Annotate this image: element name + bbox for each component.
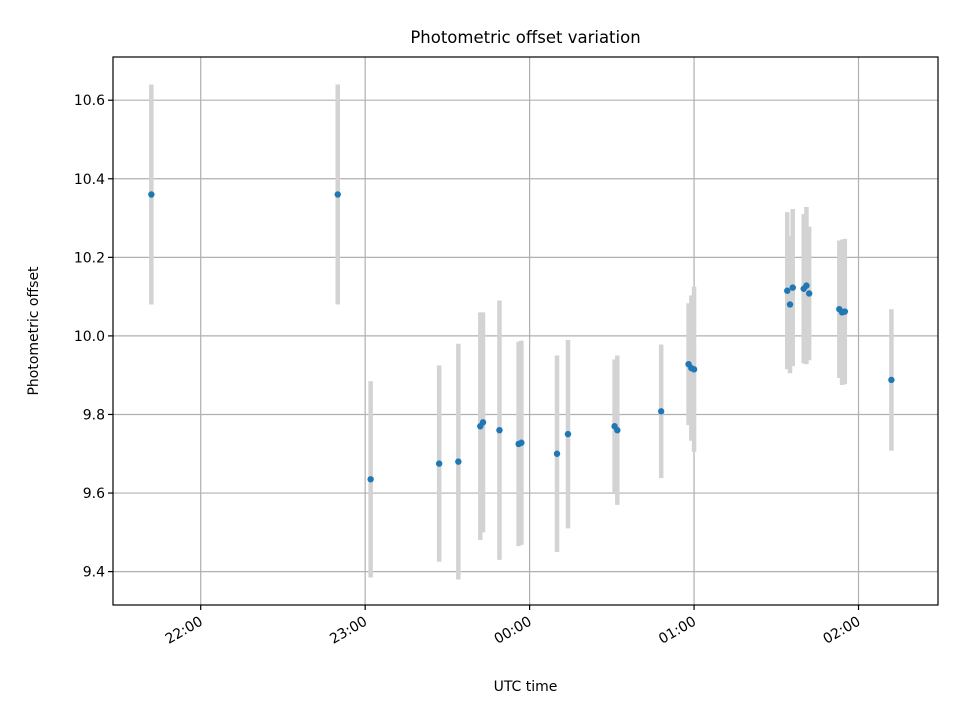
data-point	[564, 430, 572, 438]
plot-frame	[112, 56, 939, 606]
data-point	[148, 191, 155, 198]
data-point	[455, 458, 462, 465]
y-tick-label: 9.4	[83, 565, 105, 581]
grid	[113, 57, 938, 605]
y-tick-label: 10.4	[74, 172, 105, 188]
y-tick-label: 9.6	[83, 486, 105, 502]
data-point	[888, 376, 895, 384]
data-point	[496, 426, 503, 434]
data-point	[479, 419, 487, 426]
data-point	[841, 308, 849, 315]
data-point	[784, 287, 791, 294]
data-point	[614, 426, 621, 434]
y-tick-label: 9.8	[83, 407, 105, 423]
data-point	[657, 408, 665, 415]
data-point	[805, 290, 813, 297]
data-point	[367, 476, 374, 483]
y-axis-ticks: 9.4 9.6 9.8 10.0 10.2 10.4 10.6	[74, 93, 113, 581]
data-point	[435, 460, 443, 467]
data-point	[789, 284, 796, 291]
data-point	[334, 191, 341, 198]
data-point	[518, 439, 525, 446]
y-tick-label: 10.0	[74, 329, 105, 345]
data-point	[553, 450, 561, 457]
y-axis-label: Photometric offset	[26, 266, 42, 396]
data-points	[148, 191, 895, 483]
data-point	[690, 366, 698, 373]
y-tick-label: 10.6	[74, 93, 105, 109]
chart-title: Photometric offset variation	[410, 28, 640, 47]
data-point	[786, 301, 794, 308]
data-point	[803, 282, 810, 289]
x-axis-label: UTC time	[494, 679, 558, 695]
y-tick-label: 10.2	[74, 250, 105, 266]
